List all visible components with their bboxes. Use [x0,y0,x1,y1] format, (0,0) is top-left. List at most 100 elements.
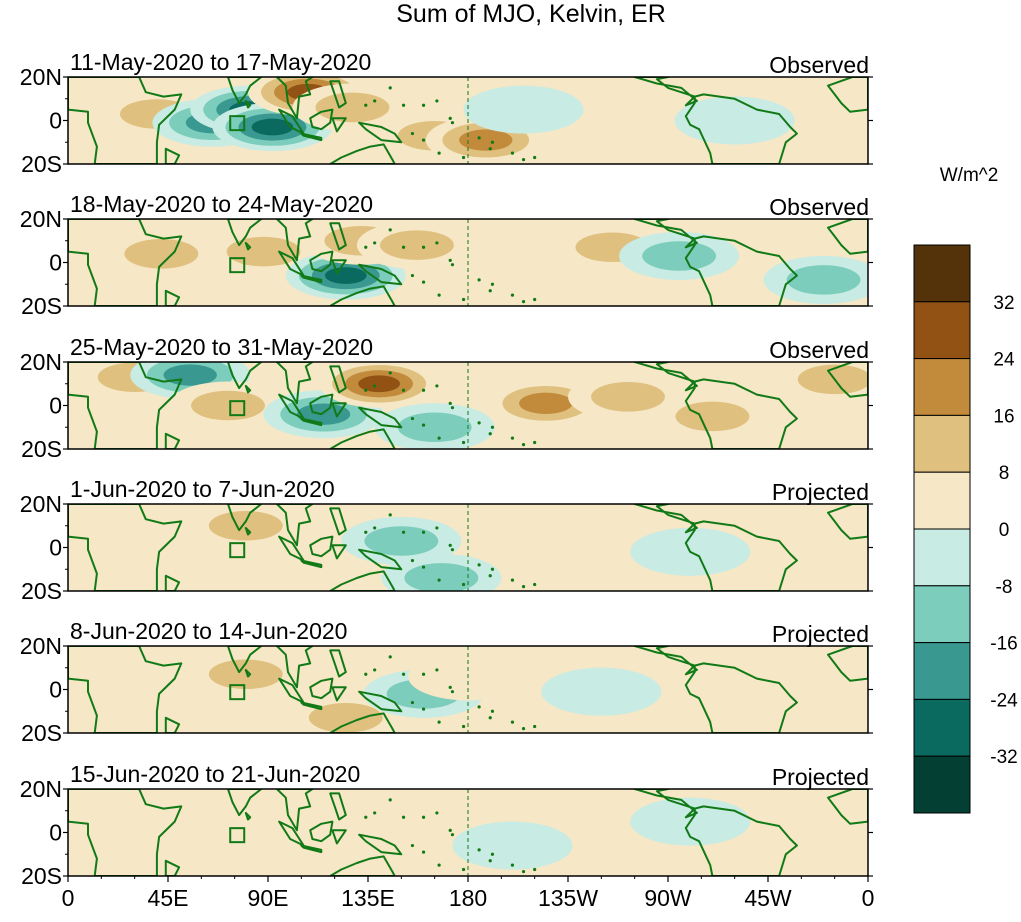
landmass-7 [309,393,334,416]
panel-date-range: 8-Jun-2020 to 14-Jun-2020 [70,618,347,644]
colorbar-tick-label: 24 [993,350,1015,371]
island-10 [388,798,392,802]
island-4 [461,867,466,872]
island-6 [450,121,455,125]
landmass-15 [827,219,868,255]
island-11 [440,167,443,170]
island-5 [448,685,452,689]
island-18 [490,282,495,286]
contour-level-1 [674,96,795,145]
anomaly-3 [452,821,573,870]
y-tick-label: 0 [49,108,62,134]
panel-6: 20N 0 20S 15-Jun-2020 to 21-Jun-2020 Project… [20,761,873,889]
island-17 [533,440,537,445]
panels-group: 20N 0 20S 11-May-2020 to 17-May-2020 Observe… [20,49,873,889]
landmass-5 [275,789,314,832]
island-1 [410,131,415,136]
panel-date-range: 11-May-2020 to 17-May-2020 [70,49,371,75]
colorbar-tick-label: 32 [993,293,1014,314]
island-13 [373,526,377,530]
coastlines [68,77,868,170]
contour-level-1 [219,817,340,866]
anomaly-5 [356,221,477,270]
colorbar-tick-label: 0 [999,520,1010,541]
island-10 [388,86,392,90]
colorbar-bin [913,358,971,416]
landmass-11 [358,121,403,144]
island-10 [388,513,392,517]
contour-level-2 [308,703,383,733]
landmass-4 [244,811,252,821]
contour-level-4 [324,267,367,284]
y-tick-label: 20S [21,151,62,177]
landmass-5 [275,362,314,405]
y-tick-label: 0 [49,535,62,561]
island-3 [437,720,441,724]
landmass-4 [244,99,252,109]
landmass-2 [164,147,181,164]
landmass-11 [358,548,403,571]
landmass-14 [684,378,798,449]
contour-level-2 [404,563,479,591]
island-5 [448,828,452,832]
island-12 [364,103,368,107]
contour-level-4 [358,375,400,393]
island-17 [533,867,537,872]
landmass-7 [309,535,334,558]
island-10 [388,655,392,659]
island-14 [488,716,492,720]
island-3 [437,436,441,440]
island-1 [410,700,415,705]
island-11 [440,452,443,455]
landmass-14 [684,662,798,733]
x-tick-label: 135W [538,885,598,911]
landmass-7 [309,108,334,131]
island-12 [364,530,368,534]
anomaly-5 [319,362,440,408]
contour-level-4 [251,118,294,136]
island-18 [490,567,495,571]
anomaly-6 [374,403,495,449]
landmass-11 [358,833,403,856]
anomaly-5 [541,667,662,716]
colorbar-bin [913,585,971,644]
y-tick-label: 0 [49,820,62,846]
island-2 [421,850,426,854]
landmass-2 [164,859,181,876]
island-15 [510,293,515,297]
anomaly-1 [185,650,306,699]
island-16 [521,870,526,874]
island-19 [477,421,481,425]
contour-level-1 [452,821,573,870]
island-11 [440,309,443,312]
y-tick-label: 0 [49,677,62,703]
landmass-8 [300,132,323,142]
island-1 [410,416,415,421]
landmass-8 [300,417,323,427]
island-1 [410,558,415,563]
landmass-13 [633,77,698,107]
landmass-9 [331,402,347,418]
contour-level-2 [364,526,439,556]
panel-status-label: Observed [769,194,869,220]
island-14 [488,859,492,863]
panel-2: 20N 0 20S 18-May-2020 to 24-May-2020 Observe… [20,191,873,319]
anomaly-9 [652,392,773,441]
contour-level-3 [519,392,573,414]
island-7 [435,241,439,245]
contour-level-2 [675,401,750,432]
island-3 [437,578,441,582]
landmass-7 [309,677,334,700]
island-10 [388,228,392,232]
landmass-4 [244,384,252,394]
landmass-3 [227,646,263,674]
landmass-1 [68,362,183,449]
island-16 [521,443,526,447]
contour-level-1 [341,791,462,840]
panel-date-range: 15-Jun-2020 to 21-Jun-2020 [70,761,360,787]
anomaly-3 [381,553,502,591]
island-11 [440,879,443,882]
island-6 [450,406,455,410]
colorbar: W/m^2 32 24 16 8 0 -8 -16 -24 -32 [913,165,1018,814]
